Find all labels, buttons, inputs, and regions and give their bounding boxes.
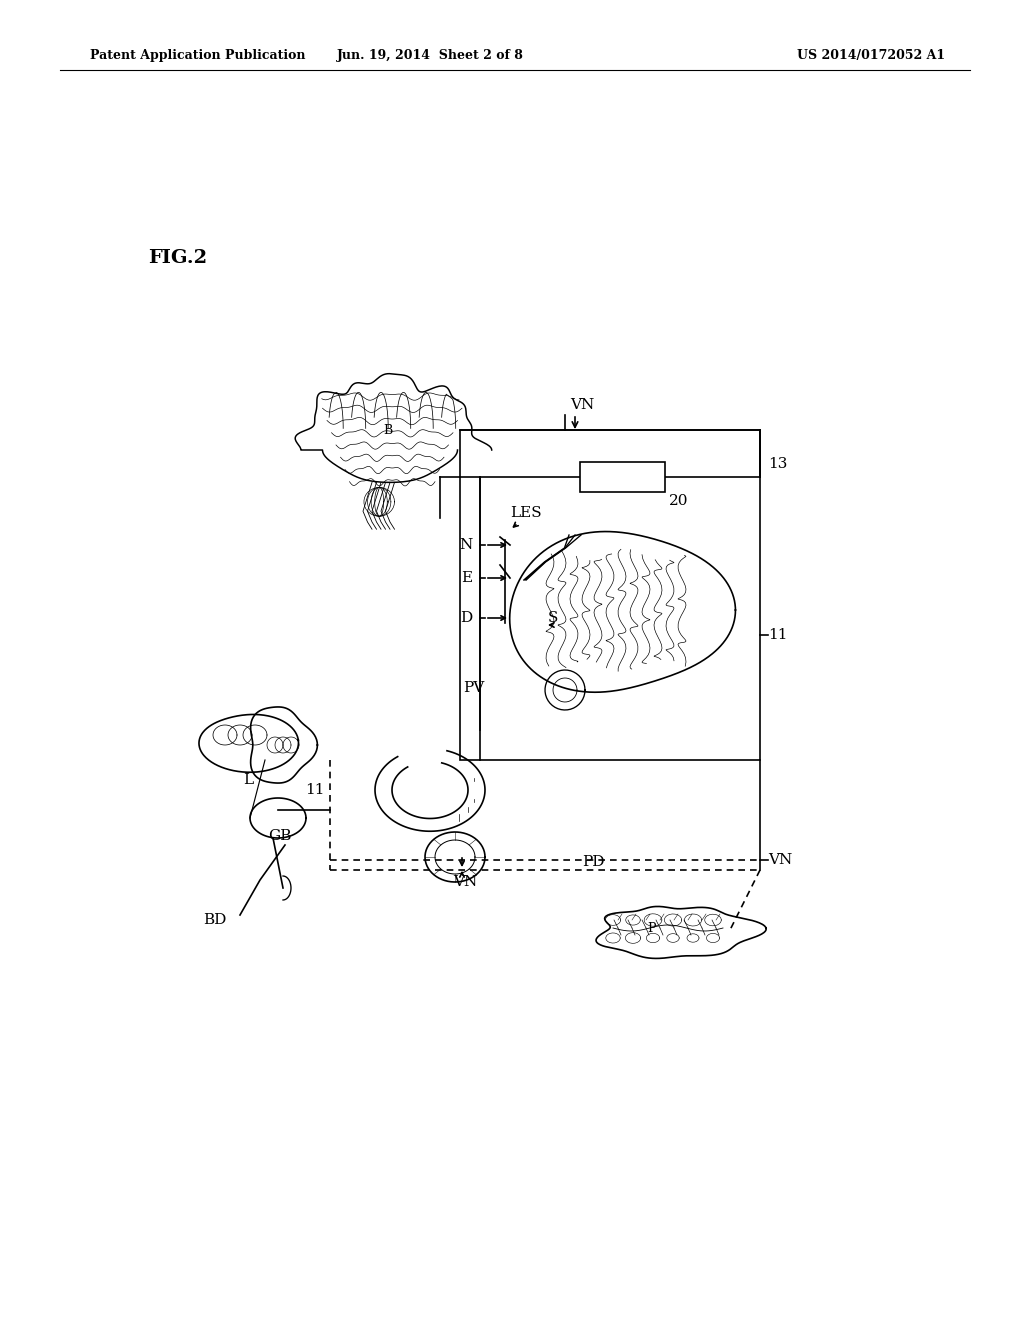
Text: Jun. 19, 2014  Sheet 2 of 8: Jun. 19, 2014 Sheet 2 of 8	[337, 49, 523, 62]
Text: B: B	[383, 424, 392, 437]
Text: VN: VN	[768, 853, 793, 867]
Text: 11: 11	[768, 628, 787, 642]
Text: D: D	[460, 611, 472, 624]
Bar	[580, 462, 665, 492]
Text: BD: BD	[204, 913, 226, 927]
Text: L: L	[243, 774, 253, 787]
Text: 20: 20	[669, 494, 688, 508]
Text: 11: 11	[305, 783, 325, 797]
Text: VN: VN	[453, 875, 477, 888]
Text: PV: PV	[463, 681, 484, 696]
Text: LES: LES	[510, 506, 542, 520]
Text: 13: 13	[768, 457, 787, 471]
Bar	[460, 430, 760, 760]
Text: FIG.2: FIG.2	[148, 249, 207, 267]
Text: GB: GB	[268, 829, 292, 843]
Text: P: P	[648, 921, 656, 935]
Text: Patent Application Publication: Patent Application Publication	[90, 49, 305, 62]
Text: S: S	[548, 611, 558, 624]
Text: N: N	[459, 539, 472, 552]
Text: PD: PD	[582, 855, 604, 869]
Text: VN: VN	[570, 399, 594, 412]
Text: E: E	[461, 572, 472, 585]
Text: US 2014/0172052 A1: US 2014/0172052 A1	[797, 49, 945, 62]
